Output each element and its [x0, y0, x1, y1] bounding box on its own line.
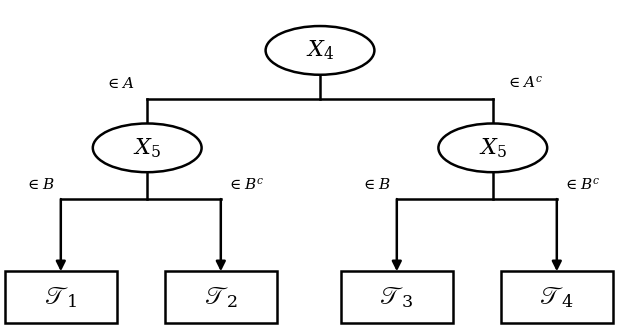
Text: $\in B^c$: $\in B^c$ [227, 176, 264, 192]
Text: $\mathscr{T}_2$: $\mathscr{T}_2$ [204, 285, 238, 310]
Text: $\in B$: $\in B$ [25, 177, 54, 192]
Text: $\mathscr{T}_3$: $\mathscr{T}_3$ [380, 285, 414, 310]
Text: $\mathscr{T}_4$: $\mathscr{T}_4$ [540, 285, 574, 310]
Text: $\mathscr{T}_1$: $\mathscr{T}_1$ [44, 285, 77, 310]
Bar [340, 271, 453, 323]
Text: $X_5$: $X_5$ [479, 136, 507, 160]
Bar [5, 271, 117, 323]
Bar [500, 271, 613, 323]
Ellipse shape [93, 123, 202, 172]
Text: $X_4$: $X_4$ [306, 39, 334, 62]
Text: $\in A$: $\in A$ [105, 76, 134, 91]
Ellipse shape [438, 123, 547, 172]
Bar [164, 271, 276, 323]
Text: $X_5$: $X_5$ [133, 136, 161, 160]
Text: $\in B$: $\in B$ [361, 177, 390, 192]
Ellipse shape [266, 26, 374, 75]
Text: $\in B^c$: $\in B^c$ [563, 176, 600, 192]
Text: $\in A^c$: $\in A^c$ [506, 75, 543, 91]
